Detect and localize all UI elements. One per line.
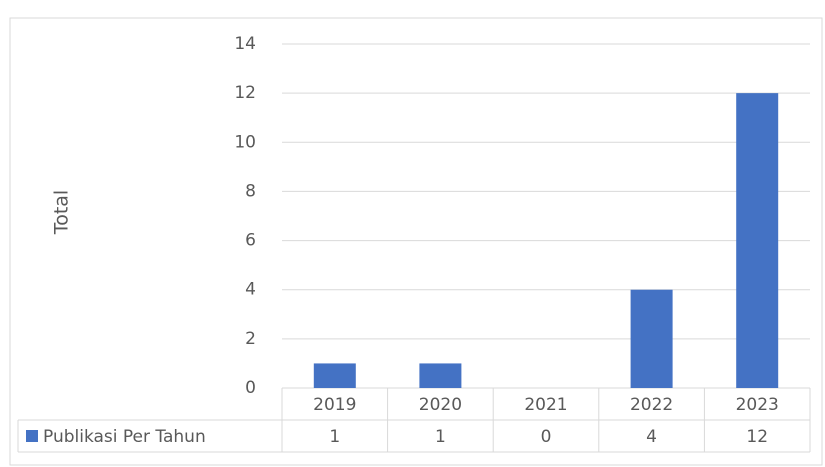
x-tick-label: 2020 — [419, 395, 462, 415]
x-tick-label: 2019 — [313, 395, 356, 415]
bar — [419, 363, 462, 388]
y-tick-label: 6 — [245, 231, 256, 251]
legend-label: Publikasi Per Tahun — [43, 427, 206, 447]
y-tick-label: 0 — [245, 378, 256, 398]
x-tick-label: 2021 — [524, 395, 567, 415]
bar — [736, 93, 779, 389]
table-value: 1 — [329, 427, 340, 447]
y-tick-label: 10 — [234, 132, 256, 152]
y-tick-label: 14 — [234, 34, 256, 54]
y-axis-label: Total — [51, 190, 73, 235]
x-tick-label: 2022 — [630, 395, 673, 415]
bar — [313, 363, 356, 388]
legend-swatch — [26, 430, 38, 442]
y-tick-label: 8 — [245, 181, 256, 201]
x-tick-label: 2023 — [736, 395, 779, 415]
table-value: 0 — [541, 427, 552, 447]
y-tick-label: 4 — [245, 280, 256, 300]
y-tick-label: 2 — [245, 329, 256, 349]
table-value: 12 — [746, 427, 768, 447]
bar — [630, 289, 673, 388]
y-tick-label: 12 — [234, 83, 256, 103]
table-value: 1 — [435, 427, 446, 447]
table-value: 4 — [646, 427, 657, 447]
chart-border — [9, 17, 823, 466]
